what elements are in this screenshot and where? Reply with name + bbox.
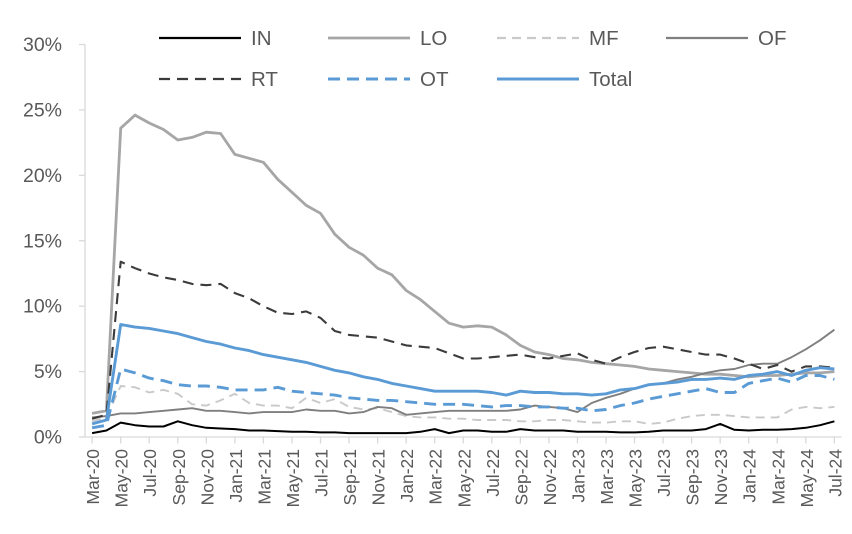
y-axis-label-5: 5% (34, 361, 62, 383)
legend-item-LO: LO (328, 27, 447, 50)
y-axis-label-0: 0% (34, 427, 62, 449)
x-axis-label-May-23: May-23 (626, 449, 646, 507)
legend-item-IN: IN (159, 27, 272, 50)
x-axis-label-May-21: May-21 (283, 449, 303, 507)
x-axis-label-May-24: May-24 (797, 449, 817, 508)
y-axis-label-25: 25% (23, 99, 62, 121)
series-line-MF (91, 385, 835, 425)
y-axis-label-15: 15% (23, 230, 62, 252)
x-axis-label-Mar-20: Mar-20 (83, 449, 103, 505)
legend-label-IN: IN (251, 27, 272, 50)
x-axis-label-Sep-23: Sep-23 (683, 449, 703, 505)
legend-item-MF: MF (497, 27, 619, 50)
x-axis-label-Jul-20: Jul-20 (140, 449, 160, 497)
y-axis-label-20: 20% (23, 165, 62, 187)
x-axis-label-Jan-22: Jan-22 (397, 449, 417, 503)
legend-item-RT: RT (159, 68, 278, 91)
x-axis-label-May-22: May-22 (454, 449, 474, 507)
x-axis-label-Nov-23: Nov-23 (711, 449, 731, 505)
legend-label-Total: Total (589, 68, 632, 91)
legend-item-OT: OT (328, 68, 449, 91)
legend-label-MF: MF (589, 27, 619, 50)
x-axis-label-Jul-21: Jul-21 (312, 449, 332, 497)
x-axis-label-Mar-21: Mar-21 (254, 449, 274, 504)
x-axis-label-Sep-22: Sep-22 (511, 449, 531, 505)
legend-item-Total: Total (497, 68, 632, 91)
legend-label-OT: OT (420, 68, 449, 91)
x-axis-label-Jan-23: Jan-23 (568, 449, 588, 503)
x-axis-label-Nov-21: Nov-21 (369, 449, 389, 505)
x-axis-label-Mar-24: Mar-24 (768, 449, 788, 505)
y-axis-label-30: 30% (23, 34, 62, 56)
series-line-LO (91, 113, 835, 415)
x-axis-label-Jul-22: Jul-22 (483, 449, 503, 497)
x-axis-label-Mar-22: Mar-22 (426, 449, 446, 504)
x-axis-label-Mar-23: Mar-23 (597, 449, 617, 504)
y-axis-label-10: 10% (23, 296, 62, 318)
legend-item-OF: OF (666, 27, 786, 50)
series-line-OT (91, 367, 835, 430)
legend-label-LO: LO (420, 27, 447, 50)
legend-label-OF: OF (758, 27, 786, 50)
x-axis-label-Jul-23: Jul-23 (654, 449, 674, 497)
x-axis-label-May-20: May-20 (112, 449, 132, 508)
series-line-RT (91, 260, 835, 420)
legend-label-RT: RT (251, 68, 278, 91)
x-axis-label-Jul-24: Jul-24 (825, 449, 845, 497)
x-axis-label-Jan-24: Jan-24 (740, 449, 760, 503)
x-axis-label-Jan-21: Jan-21 (226, 449, 246, 503)
series-line-Total (91, 323, 835, 426)
x-axis-label-Nov-22: Nov-22 (540, 449, 560, 505)
series-line-IN (91, 420, 835, 435)
x-axis-label-Sep-20: Sep-20 (169, 449, 189, 506)
x-axis-label-Sep-21: Sep-21 (340, 449, 360, 505)
series-line-OF (92, 328, 835, 419)
x-axis-label-Nov-20: Nov-20 (197, 449, 217, 506)
